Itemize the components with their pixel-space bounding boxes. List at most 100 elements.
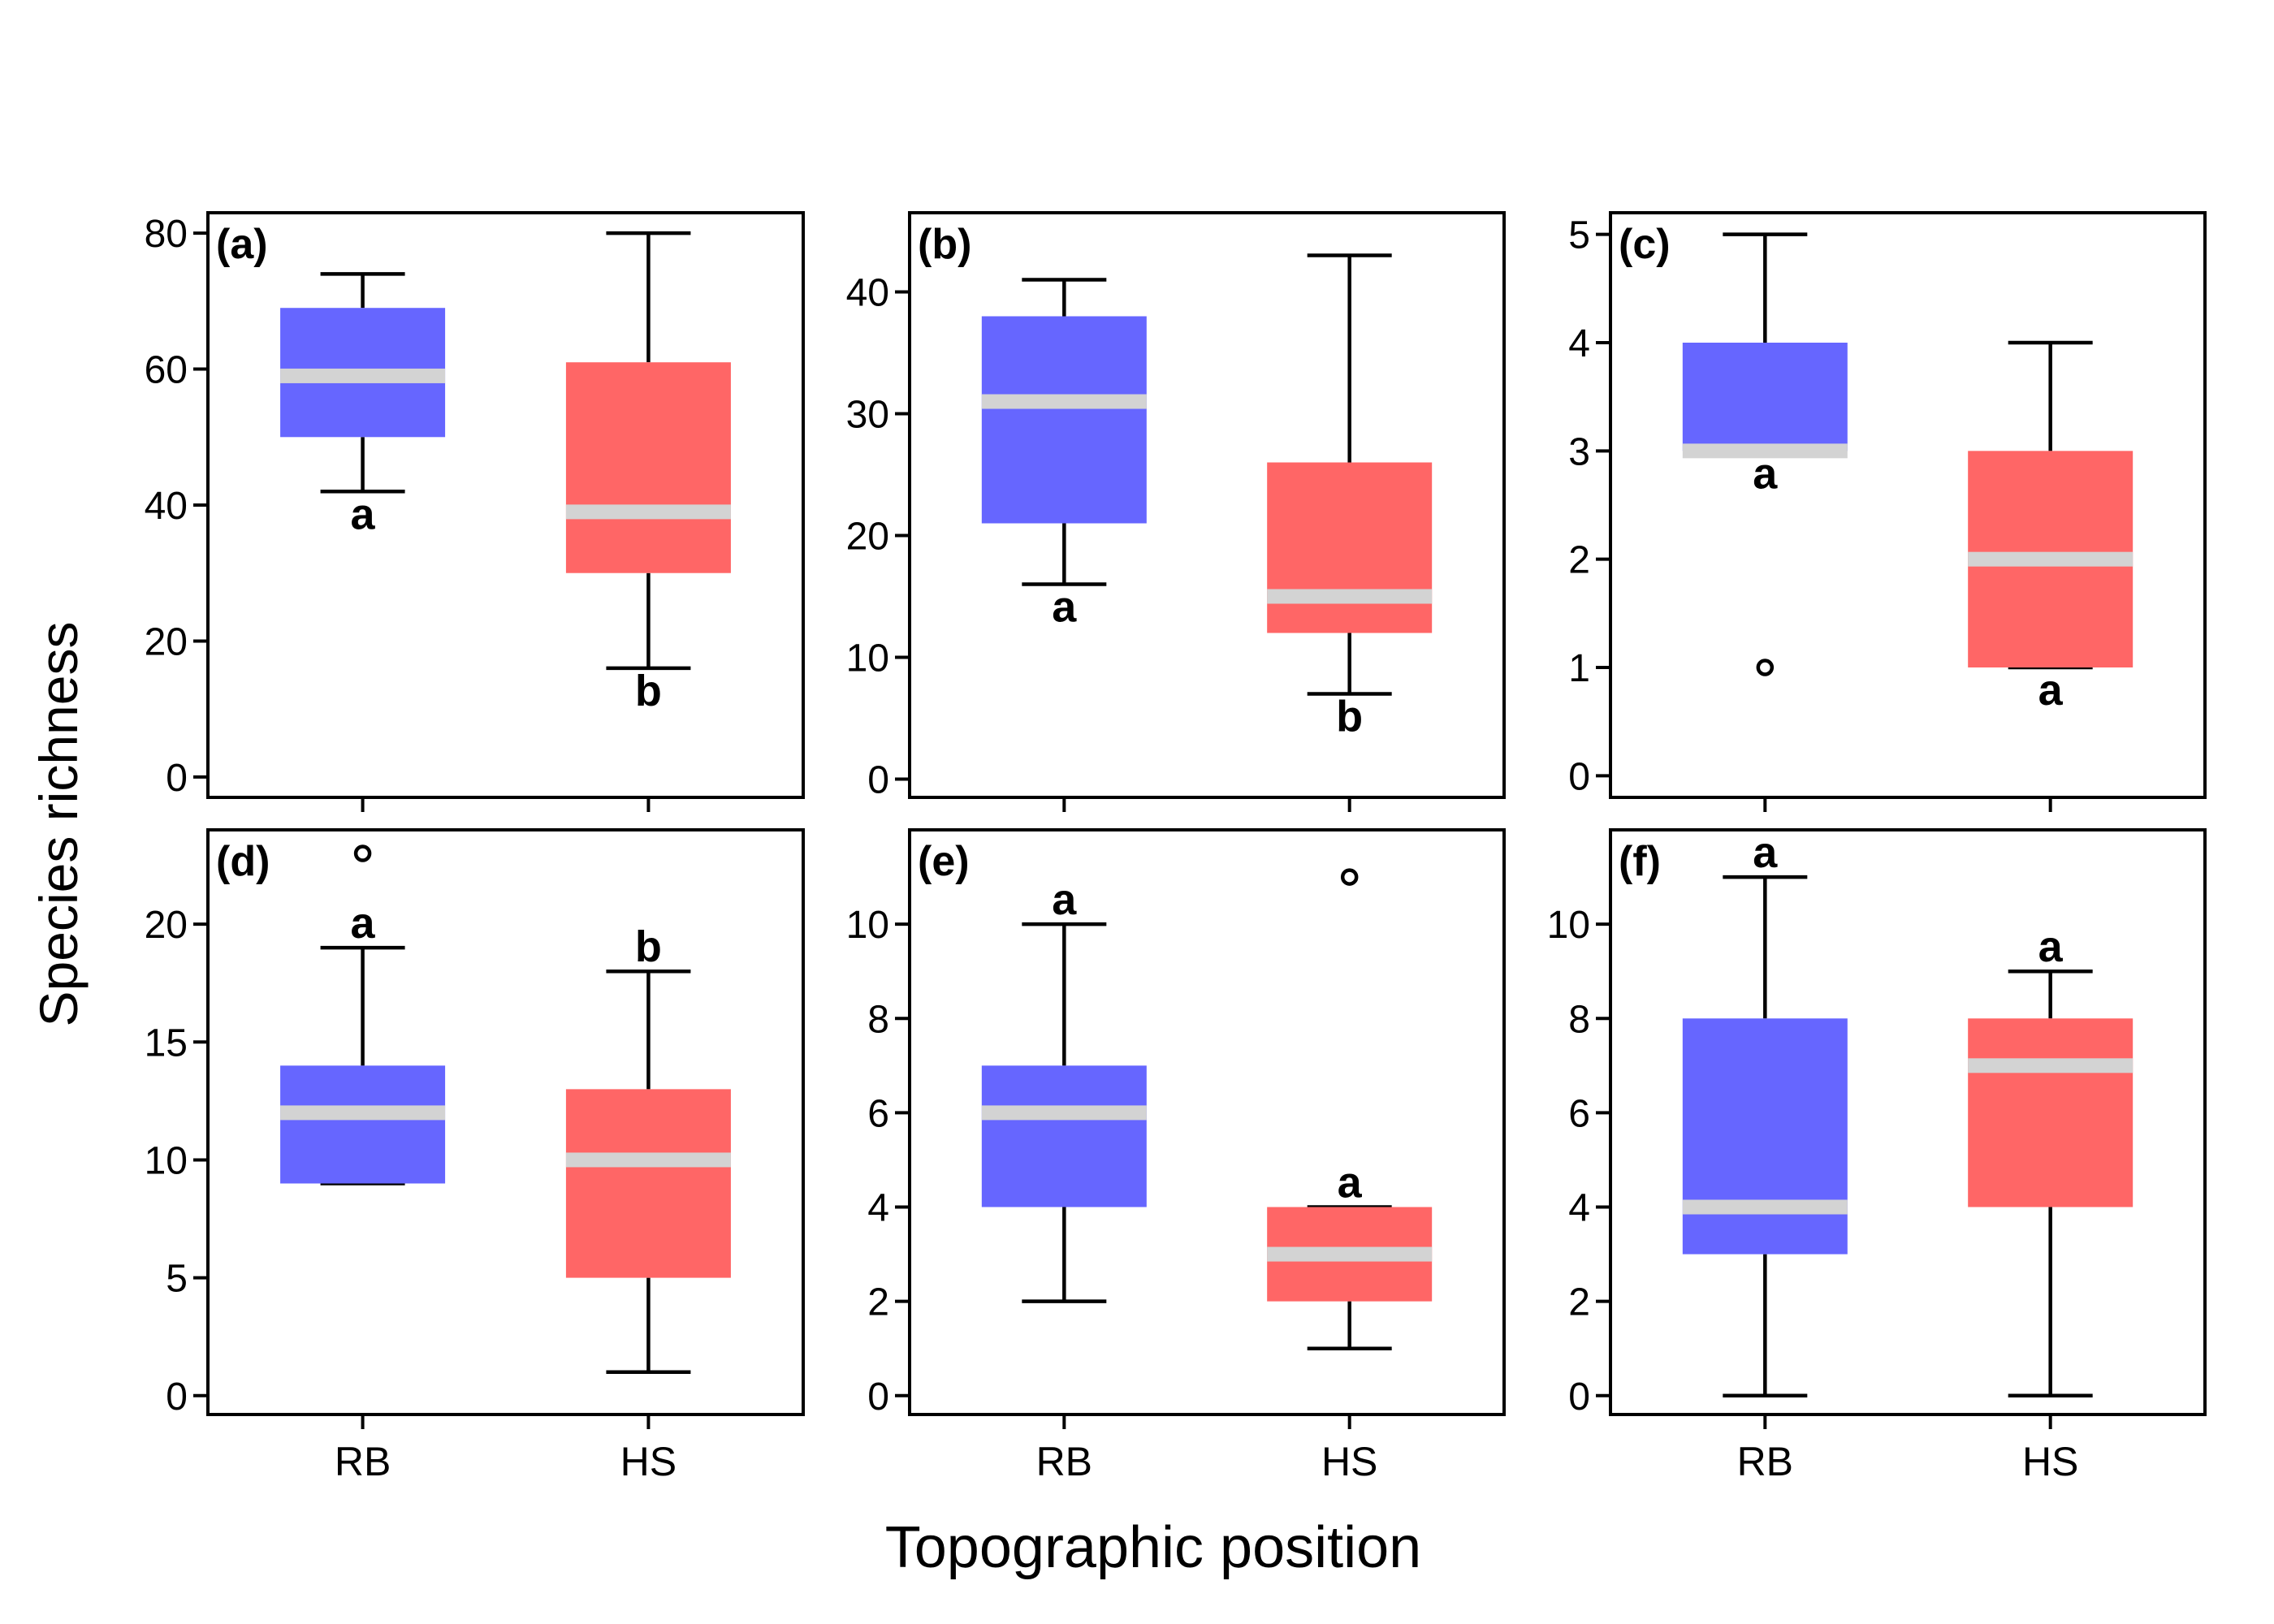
outlier-point [1340, 868, 1359, 886]
panel-frame [206, 828, 805, 1416]
y-tick-label: 5 [166, 1258, 188, 1301]
box-HS: HS b [565, 922, 731, 1484]
median-line [981, 1105, 1147, 1121]
y-tick-label: 30 [846, 394, 889, 437]
y-tick-label: 4 [1568, 322, 1590, 365]
y-axis-title: Species richness [28, 622, 89, 1027]
y-tick-label: 2 [867, 1281, 889, 1324]
median-line [565, 504, 731, 520]
y-tick-label: 60 [145, 349, 188, 392]
box-RB: RB a [981, 875, 1147, 1484]
y-tick-label: 10 [145, 1139, 188, 1182]
significance-letter: b [1336, 693, 1363, 741]
box-HS: b [1267, 253, 1433, 812]
median-line [1267, 589, 1433, 604]
box-HS: a [1968, 340, 2133, 812]
box-body [1682, 1018, 1848, 1255]
y-tick-label: 0 [1568, 755, 1590, 798]
panel-label: (b) [918, 221, 971, 268]
significance-letter: a [1338, 1159, 1363, 1207]
panel-frame [1609, 828, 2207, 1416]
median-line [1682, 443, 1848, 459]
y-tick-label: 15 [145, 1021, 188, 1065]
outlier-point [1756, 659, 1775, 676]
panel-f: 0 2 4 6 8 10 (f) RB a HS a [1547, 828, 2207, 1484]
box-body [565, 362, 731, 573]
x-axis-title: Topographic position [885, 1515, 1421, 1580]
y-tick-label: 0 [867, 1376, 889, 1419]
y-tick-label: 2 [1568, 539, 1590, 582]
box-body [565, 1089, 731, 1278]
significance-letter: a [1753, 828, 1778, 877]
panel-label: (d) [216, 838, 270, 885]
y-tick-label: 20 [145, 620, 188, 663]
median-line [1267, 1246, 1433, 1262]
y-tick-label: 6 [867, 1092, 889, 1135]
panel-label: (a) [216, 221, 268, 268]
y-tick-label: 20 [846, 516, 889, 559]
y-tick-label: 0 [1568, 1376, 1590, 1419]
median-line [1968, 551, 2133, 567]
median-line [565, 1152, 731, 1168]
box-body [1267, 462, 1433, 633]
x-tick-label: RB [335, 1439, 391, 1484]
median-line [981, 394, 1147, 409]
significance-letter: a [2038, 666, 2064, 715]
panel-frame [1609, 211, 2207, 799]
panel-b: 0 10 20 30 40 (b) a b [846, 211, 1506, 812]
box-body [981, 316, 1147, 524]
significance-letter: b [635, 667, 662, 715]
panel-label: (e) [918, 838, 970, 885]
y-tick-label: 1 [1568, 647, 1590, 690]
box-HS: HS a [1968, 922, 2133, 1484]
outlier-point [353, 844, 372, 862]
panel-d: 0 5 10 15 20 (d) RB a HS b [145, 828, 805, 1484]
box-body [981, 1065, 1147, 1207]
y-tick-label: 0 [166, 757, 188, 800]
y-tick-label: 40 [145, 485, 188, 528]
y-tick-label: 10 [846, 904, 889, 947]
significance-letter: b [635, 922, 662, 971]
y-tick-label: 8 [1568, 998, 1590, 1041]
significance-letter: a [2038, 922, 2064, 971]
y-tick-label: 6 [1568, 1092, 1590, 1135]
median-line [280, 368, 446, 383]
y-tick-label: 10 [846, 637, 889, 680]
y-tick-label: 3 [1568, 430, 1590, 473]
panel-a: 0 20 40 60 80 (a) a b [145, 211, 805, 812]
y-tick-label: 0 [867, 759, 889, 802]
significance-letter: a [1052, 583, 1077, 632]
y-tick-label: 4 [867, 1187, 889, 1230]
panel-e: 0 2 4 6 8 10 (e) RB a HS a [846, 828, 1506, 1484]
y-tick-label: 0 [166, 1376, 188, 1419]
significance-letter: a [1052, 875, 1077, 924]
y-tick-label: 10 [1547, 904, 1590, 947]
box-body [280, 1065, 446, 1184]
significance-letter: a [1753, 449, 1778, 498]
box-RB: RB a [1682, 828, 1848, 1484]
y-tick-label: 2 [1568, 1281, 1590, 1324]
y-tick-label: 80 [145, 213, 188, 256]
median-line [1682, 1199, 1848, 1215]
y-tick-label: 5 [1568, 214, 1590, 257]
box-body [1968, 1018, 2133, 1207]
x-tick-label: RB [1036, 1439, 1092, 1484]
y-tick-label: 4 [1568, 1187, 1590, 1230]
box-RB: a [981, 278, 1147, 812]
significance-letter: a [351, 899, 376, 948]
panel-label: (c) [1619, 221, 1671, 268]
median-line [280, 1105, 446, 1121]
box-RB: RB a [280, 844, 446, 1484]
box-body [1682, 343, 1848, 451]
panel-c: 0 1 2 3 4 5 (c) a a [1568, 211, 2207, 812]
x-tick-label: RB [1737, 1439, 1793, 1484]
median-line [1968, 1058, 2133, 1073]
y-tick-label: 20 [145, 904, 188, 947]
panel-frame [908, 828, 1506, 1416]
box-HS: b [565, 231, 731, 812]
panel-label: (f) [1619, 838, 1661, 885]
x-tick-label: HS [1321, 1439, 1377, 1484]
significance-letter: a [351, 490, 376, 538]
